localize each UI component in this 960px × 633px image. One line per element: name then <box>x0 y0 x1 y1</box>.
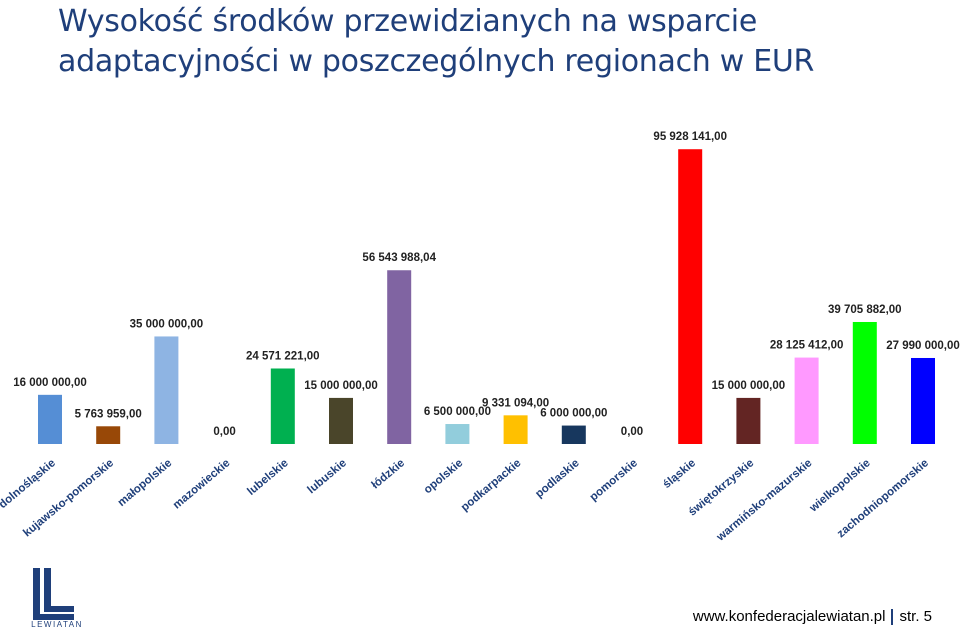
category-label-lodzkie: łódzkie <box>370 457 408 491</box>
data-label-pomorskie: 0,00 <box>621 426 643 438</box>
data-label-lodzkie: 56 543 988,04 <box>362 252 436 264</box>
bar-slaskie <box>678 149 703 444</box>
bar-lubuskie <box>329 397 353 444</box>
logo-text: LEWIATAN <box>31 620 83 629</box>
category-label-lubuskie: lubuskie <box>305 457 348 496</box>
data-label-malopolskie: 35 000 000,00 <box>130 318 204 330</box>
bar-dolnoslaskie <box>38 394 62 444</box>
data-label-warminsko-mazurskie: 28 125 412,00 <box>770 340 844 352</box>
lewiatan-logo <box>33 568 74 620</box>
category-label-warminsko-mazurskie: warmińsko-mazurskie <box>714 457 815 544</box>
data-label-lubelskie: 24 571 221,00 <box>246 350 320 362</box>
bar-podlaskie <box>561 425 586 444</box>
bar-opolskie <box>445 424 470 444</box>
footer-url[interactable]: www.konfederacjalewiatan.pl <box>692 608 886 625</box>
data-label-wielkopolskie: 39 705 882,00 <box>828 304 902 316</box>
category-label-slaskie: śląskie <box>661 457 698 491</box>
bar-kujawsko-pomorskie <box>96 426 121 444</box>
category-label-podlaskie: podlaskie <box>533 457 581 500</box>
category-label-malopolskie: małopolskie <box>116 457 175 509</box>
bar-wielkopolskie <box>852 321 877 444</box>
bar-zachodniopomorskie <box>911 357 935 444</box>
category-label-dolnoslaskie: dolnośląskie <box>0 457 58 511</box>
category-label-opolskie: opolskie <box>422 457 465 496</box>
bar-warminsko-mazurskie <box>794 357 819 444</box>
bar-lubelskie <box>270 368 295 444</box>
category-label-lubelskie: lubelskie <box>245 457 290 498</box>
bar-podkarpackie <box>503 415 528 444</box>
data-label-swietokrzyskie: 15 000 000,00 <box>712 380 786 392</box>
category-label-pomorskie: pomorskie <box>588 457 640 504</box>
data-label-podkarpackie: 9 331 094,00 <box>482 397 549 409</box>
bar-lodzkie <box>387 270 412 444</box>
category-label-mazowieckie: mazowieckie <box>171 457 233 511</box>
data-label-slaskie: 95 928 141,00 <box>653 131 727 143</box>
footer-separator <box>891 609 894 626</box>
data-label-opolskie: 6 500 000,00 <box>424 406 491 418</box>
data-label-podlaskie: 6 000 000,00 <box>540 408 607 420</box>
data-label-kujawsko-pomorskie: 5 763 959,00 <box>75 408 142 420</box>
data-label-dolnoslaskie: 16 000 000,00 <box>13 377 87 389</box>
category-label-podkarpackie: podkarpackie <box>459 457 524 514</box>
bar-swietokrzyskie <box>736 397 761 444</box>
footer-page-number: str. 5 <box>899 608 932 625</box>
footer: www.konfederacjalewiatan.pl str. 5 <box>692 608 932 626</box>
category-label-wielkopolskie: wielkopolskie <box>807 457 873 515</box>
data-label-zachodniopomorskie: 27 990 000,00 <box>886 340 960 352</box>
data-label-lubuskie: 15 000 000,00 <box>304 380 378 392</box>
chart-title: Wysokość środków przewidzianych na wspar… <box>58 4 815 79</box>
bar-malopolskie <box>154 336 179 444</box>
data-label-mazowieckie: 0,00 <box>213 426 235 438</box>
